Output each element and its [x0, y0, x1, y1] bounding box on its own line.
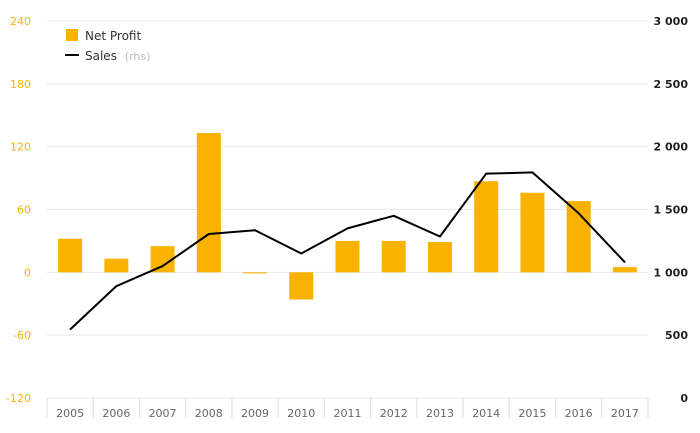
x-tick-label: 2009: [241, 407, 269, 420]
x-tick-label: 2012: [380, 407, 408, 420]
y-right-tick-label: 2 000: [654, 141, 689, 154]
legend-label-sales: Sales (rhs): [85, 49, 150, 63]
y-left-tick-label: 60: [17, 204, 31, 217]
bar: [196, 133, 221, 273]
sales-point: [439, 236, 441, 238]
sales-point: [578, 212, 580, 214]
sales-point: [208, 233, 210, 235]
y-left-tick-label: -60: [13, 329, 31, 342]
legend-swatch-net-profit: [66, 29, 78, 41]
x-tick-label: 2014: [472, 407, 500, 420]
x-tick-label: 2010: [287, 407, 315, 420]
y-right-tick-label: 0: [680, 392, 688, 405]
x-tick-label: 2006: [102, 407, 130, 420]
legend-label-net-profit: Net Profit: [85, 29, 141, 43]
bar: [612, 267, 637, 273]
sales-point: [115, 285, 117, 287]
sales-point: [347, 227, 348, 229]
line-series-sales: [69, 171, 626, 331]
bar: [335, 240, 360, 273]
x-tick-label: 2017: [611, 407, 639, 420]
legend: Net Profit Sales (rhs): [65, 29, 150, 63]
legend-label-sales-name: Sales: [85, 49, 117, 63]
y-right-tick-label: 3 000: [654, 15, 689, 28]
bar: [427, 241, 452, 273]
bar: [289, 272, 314, 300]
x-tick-label: 2013: [426, 407, 454, 420]
bar: [150, 246, 175, 273]
legend-label-sales-suffix: (rhs): [125, 50, 151, 63]
sales-point: [69, 329, 71, 331]
gridlines: [47, 20, 648, 399]
sales-point: [300, 252, 302, 254]
sales-point: [485, 173, 487, 175]
bar: [58, 238, 83, 273]
bar: [104, 258, 129, 273]
bar-series-net-profit: [58, 133, 637, 300]
y-right-tick-label: 2 500: [654, 78, 689, 91]
y-left-tick-label: -120: [6, 392, 31, 405]
x-tick-label: 2008: [195, 407, 223, 420]
bar: [566, 201, 591, 273]
y-right-tick-label: 500: [665, 329, 688, 342]
y-right-tick-label: 1 500: [654, 204, 689, 217]
sales-point: [254, 229, 256, 231]
x-tick-label: 2005: [56, 407, 84, 420]
y-left-tick-label: 120: [10, 141, 31, 154]
x-tick-label: 2015: [518, 407, 546, 420]
sales-point: [531, 171, 533, 173]
sales-point: [393, 215, 395, 217]
bar: [520, 192, 545, 273]
y-left-tick-label: 180: [10, 78, 31, 91]
bar: [474, 181, 499, 273]
x-tick-label: 2007: [149, 407, 177, 420]
sales-point: [162, 265, 164, 267]
y-left-tick-label: 0: [24, 266, 31, 279]
y-right-tick-label: 1 000: [654, 266, 689, 279]
bar: [243, 272, 268, 274]
axes: -120 -60 0 60 120 180 240 0 500 1 000 1 500 2 000 2 …: [6, 15, 688, 420]
sales-point: [624, 261, 626, 263]
x-tick-label: 2016: [565, 407, 593, 420]
y-left-tick-label: 240: [10, 15, 31, 28]
x-tick-label: 2011: [334, 407, 362, 420]
bar: [381, 240, 406, 273]
